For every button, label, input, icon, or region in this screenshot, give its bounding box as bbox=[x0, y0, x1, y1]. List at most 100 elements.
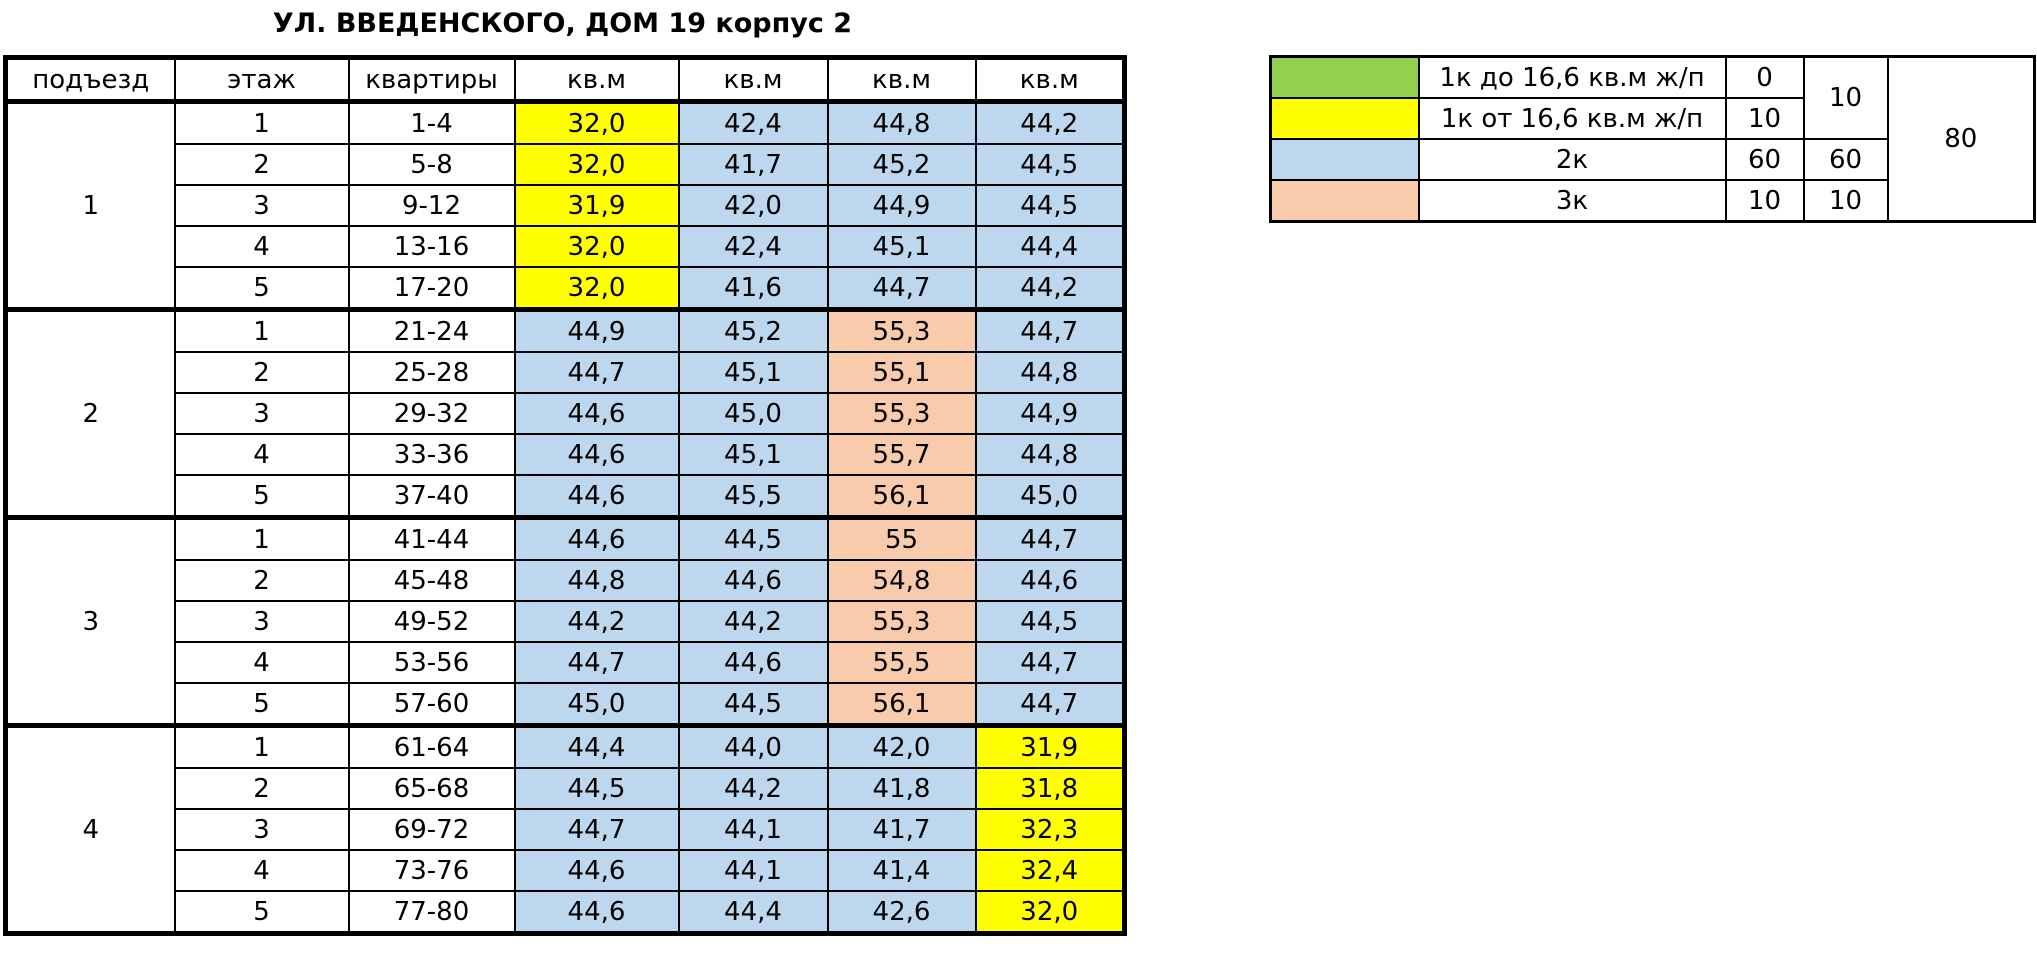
table-row: 4 53-56 44,7 44,6 55,5 44,7 bbox=[6, 641, 1126, 684]
floor-cell: 1 bbox=[173, 99, 350, 145]
area-cell: 44,5 bbox=[974, 184, 1126, 227]
area-cell: 44,1 bbox=[677, 849, 829, 892]
area-cell: 44,7 bbox=[826, 266, 977, 311]
table-row: 5 17-20 32,0 41,6 44,7 44,2 bbox=[6, 266, 1126, 311]
area-cell: 44,6 bbox=[513, 515, 680, 561]
floor-cell: 4 bbox=[173, 225, 350, 268]
floor-cell: 5 bbox=[173, 266, 350, 311]
area-cell: 44,9 bbox=[513, 307, 680, 353]
header-row: подъезд этаж квартиры кв.м кв.м кв.м кв.м bbox=[4, 56, 1126, 103]
floor-cell: 4 bbox=[173, 641, 350, 684]
table-row: 2 1 21-24 44,9 45,2 55,3 44,7 bbox=[4, 307, 1126, 519]
table-row: 4 33-36 44,6 45,1 55,7 44,8 bbox=[6, 433, 1126, 476]
area-cell: 44,7 bbox=[974, 682, 1126, 727]
floor-cell: 5 bbox=[173, 890, 350, 935]
header-cell: кв.м bbox=[677, 56, 829, 103]
area-cell: 41,4 bbox=[826, 849, 977, 892]
table-row: 1 1 1-4 32,0 42,4 44,8 44,2 bbox=[4, 99, 1126, 311]
area-cell: 44,8 bbox=[974, 351, 1126, 394]
area-cell: 45,2 bbox=[677, 307, 829, 353]
area-cell: 44,4 bbox=[974, 225, 1126, 268]
apartments-cell: 5-8 bbox=[347, 143, 516, 186]
area-cell: 32,4 bbox=[974, 849, 1126, 892]
area-cell: 44,6 bbox=[513, 890, 680, 935]
area-cell: 45,5 bbox=[677, 474, 829, 519]
apartments-cell: 73-76 bbox=[347, 849, 516, 892]
floor-cell: 4 bbox=[173, 433, 350, 476]
area-cell: 42,4 bbox=[677, 99, 829, 145]
table-row: 3 49-52 44,2 44,2 55,3 44,5 bbox=[6, 600, 1126, 643]
area-cell: 44,1 bbox=[677, 808, 829, 851]
floor-cell: 1 bbox=[173, 307, 350, 353]
area-cell: 41,7 bbox=[677, 143, 829, 186]
area-cell: 45,1 bbox=[677, 433, 829, 476]
table-row: 4 73-76 44,6 44,1 41,4 32,4 bbox=[6, 849, 1126, 892]
floor-cell: 2 bbox=[173, 143, 350, 186]
legend-count: 60 bbox=[1724, 138, 1805, 181]
header-cell: кв.м bbox=[974, 56, 1126, 103]
area-cell: 56,1 bbox=[826, 474, 977, 519]
table-row: 2 5-8 32,0 41,7 45,2 44,5 bbox=[6, 143, 1126, 186]
floor-cell: 2 bbox=[173, 559, 350, 602]
table-row: 4 1 61-64 44,4 44,0 42,0 31,9 bbox=[4, 723, 1126, 935]
entrance-cell: 1 bbox=[4, 99, 176, 311]
floor-cell: 2 bbox=[173, 767, 350, 810]
grand-total: 80 bbox=[1886, 55, 2036, 223]
legend-row: 1к от 16,6 кв.м ж/п 10 bbox=[1269, 97, 2035, 140]
area-cell: 44,7 bbox=[513, 351, 680, 394]
area-cell: 44,6 bbox=[974, 559, 1126, 602]
area-cell: 55,3 bbox=[826, 307, 977, 353]
floor-cell: 3 bbox=[173, 808, 350, 851]
table-row: 5 77-80 44,6 44,4 42,6 32,0 bbox=[6, 890, 1126, 935]
legend-swatch bbox=[1269, 138, 1420, 181]
table-row: 3 29-32 44,6 45,0 55,3 44,9 bbox=[6, 392, 1126, 435]
area-cell: 44,4 bbox=[513, 723, 680, 769]
area-cell: 44,4 bbox=[677, 890, 829, 935]
floor-cell: 3 bbox=[173, 392, 350, 435]
area-cell: 44,8 bbox=[826, 99, 977, 145]
area-cell: 55,7 bbox=[826, 433, 977, 476]
area-cell: 44,6 bbox=[677, 641, 829, 684]
area-cell: 44,5 bbox=[974, 600, 1126, 643]
area-cell: 44,7 bbox=[513, 641, 680, 684]
area-cell: 44,8 bbox=[974, 433, 1126, 476]
apartment-table: подъезд этаж квартиры кв.м кв.м кв.м кв.м 1 1 1-4… bbox=[3, 55, 1127, 936]
area-cell: 44,2 bbox=[677, 600, 829, 643]
table-row: 5 37-40 44,6 45,5 56,1 45,0 bbox=[6, 474, 1126, 519]
area-cell: 44,2 bbox=[677, 767, 829, 810]
area-cell: 45,2 bbox=[826, 143, 977, 186]
apartments-cell: 9-12 bbox=[347, 184, 516, 227]
area-cell: 44,9 bbox=[826, 184, 977, 227]
area-cell: 44,7 bbox=[974, 515, 1126, 561]
area-cell: 44,6 bbox=[513, 474, 680, 519]
apartments-cell: 61-64 bbox=[347, 723, 516, 769]
legend-swatch bbox=[1269, 55, 1420, 99]
table-row: 2 45-48 44,8 44,6 54,8 44,6 bbox=[6, 559, 1126, 602]
apartments-cell: 29-32 bbox=[347, 392, 516, 435]
area-cell: 44,2 bbox=[974, 99, 1126, 145]
apartments-cell: 57-60 bbox=[347, 682, 516, 727]
area-cell: 44,7 bbox=[974, 307, 1126, 353]
legend-label: 2к bbox=[1417, 138, 1727, 181]
legend-swatch bbox=[1269, 179, 1420, 223]
table-row: 5 57-60 45,0 44,5 56,1 44,7 bbox=[6, 682, 1126, 727]
apartments-cell: 49-52 bbox=[347, 600, 516, 643]
legend-row: 3к 10 10 bbox=[1269, 179, 2035, 223]
legend-swatch bbox=[1269, 97, 1420, 140]
area-cell: 32,3 bbox=[974, 808, 1126, 851]
area-cell: 41,6 bbox=[677, 266, 829, 311]
area-cell: 55,3 bbox=[826, 392, 977, 435]
apartments-cell: 41-44 bbox=[347, 515, 516, 561]
legend-count: 0 bbox=[1724, 55, 1805, 99]
legend-label: 1к от 16,6 кв.м ж/п bbox=[1417, 97, 1727, 140]
area-cell: 55,1 bbox=[826, 351, 977, 394]
floor-cell: 3 bbox=[173, 600, 350, 643]
entrance-cell: 3 bbox=[4, 515, 176, 727]
sheet-title: УЛ. ВВЕДЕНСКОГО, ДОМ 19 корпус 2 bbox=[272, 8, 853, 39]
table-row: 2 65-68 44,5 44,2 41,8 31,8 bbox=[6, 767, 1126, 810]
area-cell: 44,2 bbox=[974, 266, 1126, 311]
floor-cell: 4 bbox=[173, 849, 350, 892]
legend-table: 1к до 16,6 кв.м ж/п 0 10 80 1к от 16,6 кв.м … bbox=[1269, 55, 2036, 223]
floor-cell: 3 bbox=[173, 184, 350, 227]
